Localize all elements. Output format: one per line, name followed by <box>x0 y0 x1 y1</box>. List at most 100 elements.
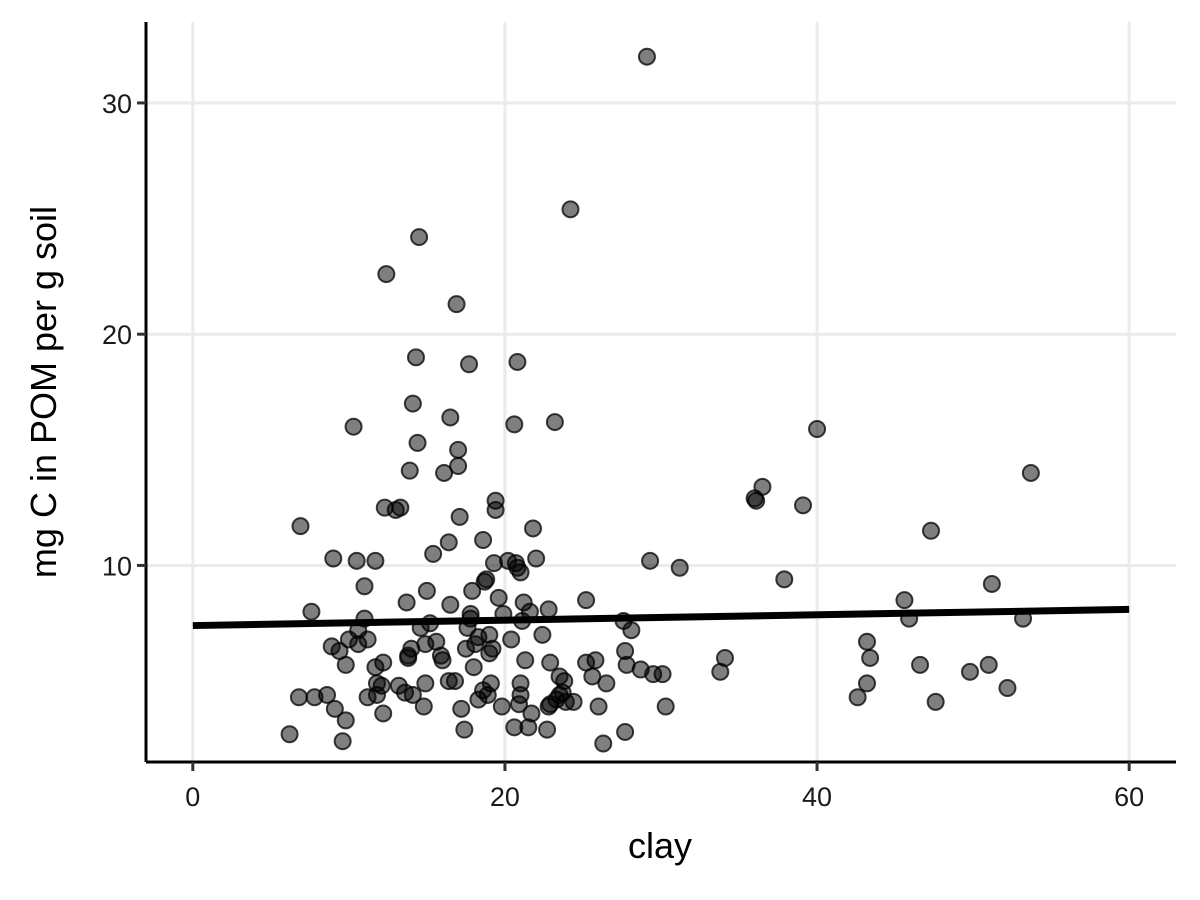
data-point <box>539 600 558 619</box>
data-point <box>291 517 310 536</box>
data-point <box>455 720 474 739</box>
data-point <box>486 500 505 519</box>
data-point <box>979 655 998 674</box>
data-point <box>464 658 483 677</box>
data-point <box>355 577 374 596</box>
data-point <box>374 653 393 672</box>
data-point <box>911 655 930 674</box>
data-point <box>377 265 396 284</box>
y-axis-title: mg C in POM per g soil <box>23 206 64 578</box>
data-point <box>435 463 454 482</box>
data-point <box>439 533 458 552</box>
data-point <box>474 531 493 549</box>
data-point <box>926 692 945 711</box>
data-point <box>347 551 366 570</box>
data-point <box>656 697 675 716</box>
data-point <box>492 697 511 716</box>
data-point <box>449 457 468 475</box>
data-point <box>416 674 435 693</box>
data-point <box>408 433 427 452</box>
y-tick-label: 30 <box>102 89 132 119</box>
data-point <box>524 519 543 538</box>
gridlines <box>146 22 1176 762</box>
data-point <box>589 697 608 716</box>
data-point <box>848 688 867 707</box>
data-point <box>502 630 521 649</box>
data-point <box>372 676 391 695</box>
data-point <box>508 352 527 371</box>
data-point <box>641 551 660 570</box>
x-tick-label: 0 <box>185 782 200 812</box>
y-tick-label: 20 <box>102 320 132 350</box>
data-point <box>424 544 443 563</box>
data-point <box>481 674 500 693</box>
x-tick-label: 40 <box>802 782 832 812</box>
data-point <box>417 581 436 600</box>
data-point <box>446 672 464 691</box>
data-point <box>333 732 352 751</box>
data-point <box>715 648 734 667</box>
data-point <box>302 602 321 621</box>
data-point <box>577 591 596 610</box>
data-point <box>753 477 772 496</box>
data-point <box>344 417 363 436</box>
data-point <box>336 711 355 730</box>
data-point <box>511 674 530 693</box>
data-point <box>483 639 502 658</box>
data-point <box>982 574 1001 593</box>
data-point <box>794 496 813 515</box>
data-point <box>400 461 419 480</box>
data-point <box>441 595 460 614</box>
data-point <box>961 662 979 681</box>
data-point <box>318 685 337 704</box>
data-point <box>564 692 583 711</box>
data-point <box>403 394 422 413</box>
data-point <box>538 720 557 739</box>
data-point <box>406 348 425 367</box>
data-point <box>653 665 672 684</box>
data-point <box>447 295 466 314</box>
data-point <box>998 679 1017 697</box>
data-point <box>555 672 574 691</box>
data-point <box>895 591 914 610</box>
data-point <box>477 570 496 589</box>
data-point <box>522 704 541 723</box>
data-point <box>366 551 385 570</box>
data-point <box>450 507 469 526</box>
trend-line <box>192 605 1130 630</box>
x-tick-label: 20 <box>490 782 520 812</box>
data-point <box>861 648 880 667</box>
data-point <box>397 593 416 612</box>
data-point <box>516 651 535 670</box>
data-point <box>403 685 422 704</box>
data-point <box>441 408 460 427</box>
x-axis-title: clay <box>628 825 692 866</box>
data-point <box>374 704 393 723</box>
data-point <box>527 549 546 568</box>
data-point <box>449 440 468 459</box>
data-point <box>597 674 616 693</box>
data-point <box>637 47 656 66</box>
data-point <box>858 632 876 651</box>
data-point <box>594 734 613 753</box>
tick-labels: 0 20 40 60 10 20 30 <box>102 89 1144 812</box>
data-point <box>511 563 530 582</box>
data-point <box>1021 463 1040 482</box>
y-tick-label: 10 <box>102 551 132 581</box>
data-point <box>858 674 876 693</box>
axes <box>137 22 1176 771</box>
data-point <box>616 722 635 741</box>
data-point <box>410 228 429 247</box>
data-point <box>414 697 433 716</box>
data-point <box>586 651 605 670</box>
data-point <box>289 688 308 707</box>
data-point <box>391 498 410 517</box>
data-point <box>452 699 471 718</box>
data-point <box>325 699 344 718</box>
x-tick-label: 60 <box>1114 782 1144 812</box>
data-point <box>545 413 564 432</box>
data-point <box>433 651 452 670</box>
data-point <box>533 625 552 644</box>
data-point <box>505 415 524 434</box>
